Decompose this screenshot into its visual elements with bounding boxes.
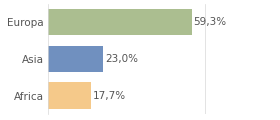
Bar — [48, 9, 192, 35]
Bar — [48, 82, 90, 109]
Text: 23,0%: 23,0% — [105, 54, 138, 64]
Text: 17,7%: 17,7% — [92, 91, 126, 101]
Bar — [48, 45, 103, 72]
Text: 59,3%: 59,3% — [193, 17, 227, 27]
